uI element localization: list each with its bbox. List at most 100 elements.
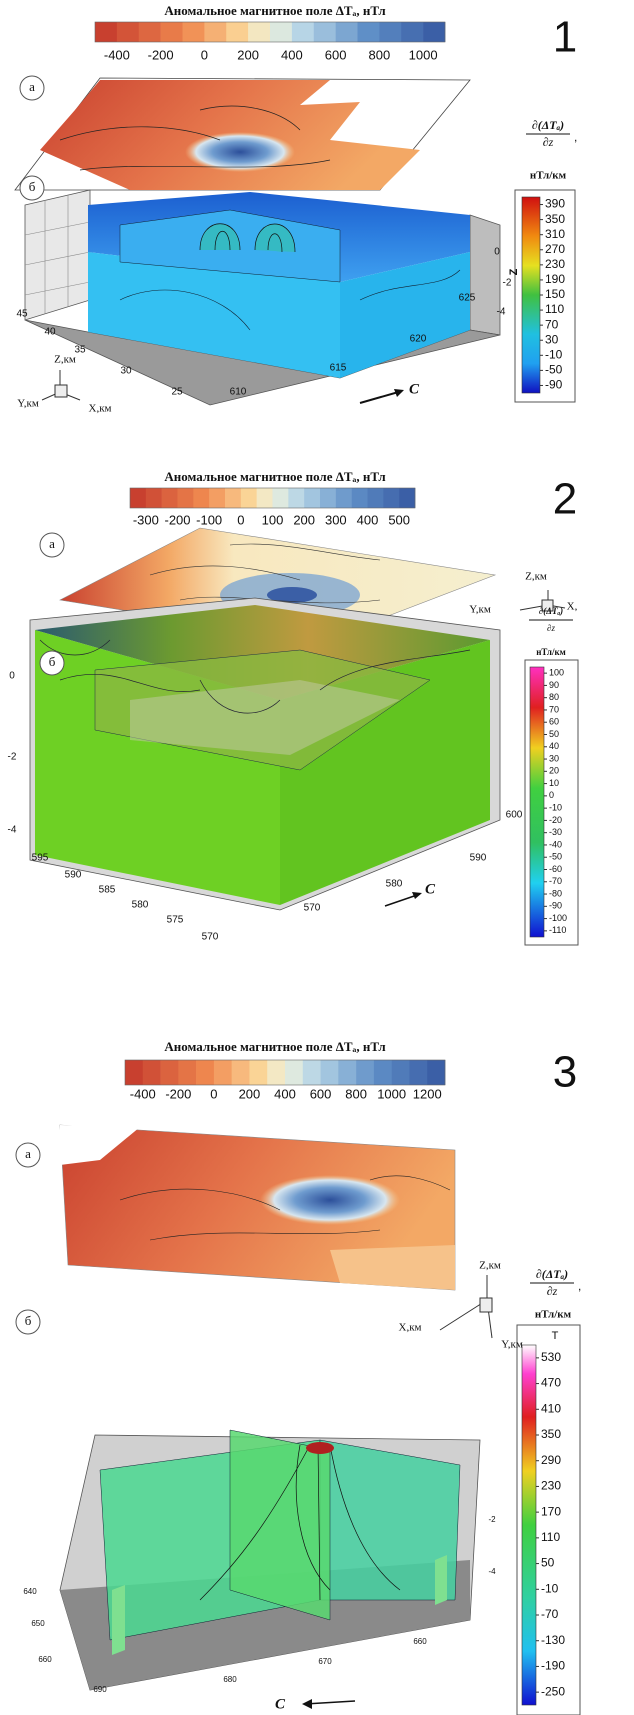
derivative-tick-label: 230 bbox=[545, 257, 565, 271]
scale-swatch bbox=[356, 1060, 374, 1085]
scale-swatch bbox=[143, 1060, 161, 1085]
y-tick-label: 650 bbox=[31, 1619, 45, 1628]
scale-tick-label: -200 bbox=[164, 512, 190, 527]
derivative-tick-label: 350 bbox=[545, 212, 565, 226]
derivative-tick-label: 80 bbox=[549, 692, 559, 702]
derivative-tick-label: 10 bbox=[549, 778, 559, 788]
scale-tick-label: 800 bbox=[345, 1086, 367, 1101]
derivative-denominator: ∂z bbox=[547, 623, 555, 633]
z-axis-label: Z bbox=[508, 268, 520, 275]
y-tick-label: 585 bbox=[99, 885, 116, 896]
scale-swatch bbox=[314, 22, 336, 42]
x-tick-label: 625 bbox=[459, 293, 476, 304]
derivative-denominator: ∂z bbox=[547, 1284, 558, 1298]
scale-swatch bbox=[338, 1060, 356, 1085]
figure: Аномальное магнитное поле ΔTₐ, нТл1аб-40… bbox=[0, 0, 634, 1715]
scale-swatch bbox=[139, 22, 161, 42]
derivative-tick-label: 290 bbox=[541, 1453, 561, 1467]
triad-label: X, bbox=[567, 601, 578, 613]
scale-swatch bbox=[226, 22, 248, 42]
subpanel-label: б bbox=[49, 654, 56, 669]
scale-swatch bbox=[358, 22, 380, 42]
triad-label: Z,км bbox=[54, 354, 76, 366]
derivative-bar bbox=[522, 1345, 536, 1705]
y-tick-label: 590 bbox=[65, 870, 82, 881]
derivative-unit: нТл/км bbox=[530, 170, 567, 182]
z-tick-label: -2 bbox=[8, 752, 17, 763]
scale-tick-label: -200 bbox=[165, 1086, 191, 1101]
derivative-tick-label: 170 bbox=[541, 1504, 561, 1518]
x-tick-label: 580 bbox=[386, 879, 403, 890]
y-tick-label: 595 bbox=[32, 853, 49, 864]
derivative-tick-label: -130 bbox=[541, 1633, 565, 1647]
derivative-tick-label: -30 bbox=[549, 827, 562, 837]
derivative-tick-label: 50 bbox=[549, 729, 559, 739]
scale-tick-label: 500 bbox=[388, 512, 410, 527]
scale-swatch bbox=[225, 488, 241, 508]
y-tick-label: 30 bbox=[120, 366, 132, 377]
scale-swatch bbox=[146, 488, 162, 508]
scale-swatch bbox=[401, 22, 423, 42]
derivative-tick-label: 70 bbox=[545, 317, 559, 331]
derivative-suffix: , bbox=[578, 1279, 581, 1293]
z-tick-label: -2 bbox=[503, 278, 512, 289]
triad-label: X,км bbox=[89, 403, 112, 415]
direction-label: C bbox=[409, 381, 420, 397]
derivative-tick-label: -10 bbox=[541, 1581, 559, 1595]
z-tick-label: 0 bbox=[9, 671, 15, 682]
y-tick-label: 660 bbox=[38, 1655, 52, 1664]
derivative-tick-label: 410 bbox=[541, 1401, 561, 1415]
scale-swatch bbox=[399, 488, 415, 508]
scale-swatch bbox=[336, 488, 352, 508]
scale-tick-label: -200 bbox=[148, 47, 174, 62]
y-tick-label: 35 bbox=[74, 345, 86, 356]
scale-tick-label: 600 bbox=[325, 47, 347, 62]
panel-number: 2 bbox=[553, 475, 577, 524]
scale-tick-label: 0 bbox=[237, 512, 244, 527]
scale-swatch bbox=[130, 488, 146, 508]
scale-swatch bbox=[257, 488, 273, 508]
z-tick-label: -4 bbox=[488, 1567, 496, 1576]
y-tick-label: 580 bbox=[132, 900, 149, 911]
scale-swatch bbox=[288, 488, 304, 508]
scale-tick-label: 400 bbox=[357, 512, 379, 527]
scale-tick-label: 0 bbox=[210, 1086, 217, 1101]
derivative-tick-label: 310 bbox=[545, 227, 565, 241]
derivative-tick-label: 30 bbox=[545, 332, 559, 346]
derivative-numerator: ∂(ΔTₐ) bbox=[539, 606, 563, 616]
scale-swatch bbox=[178, 488, 194, 508]
scale-swatch bbox=[125, 1060, 143, 1085]
panel-3-art bbox=[60, 1125, 492, 1709]
triad-label: X,км bbox=[399, 1322, 422, 1334]
scale-tick-label: 200 bbox=[293, 512, 315, 527]
derivative-tick-label: 230 bbox=[541, 1479, 561, 1493]
derivative-numerator: ∂(ΔTₐ) bbox=[532, 118, 564, 132]
y-tick-label: 570 bbox=[202, 932, 219, 943]
derivative-numerator: ∂(ΔTₐ) bbox=[536, 1267, 568, 1281]
scale-swatch bbox=[423, 22, 445, 42]
scale-tick-label: 1000 bbox=[409, 47, 438, 62]
scale-tick-label: 800 bbox=[369, 47, 391, 62]
derivative-tick-label: -110 bbox=[549, 925, 566, 935]
derivative-tick-label: 190 bbox=[545, 272, 565, 286]
derivative-tick-label: -70 bbox=[541, 1607, 559, 1621]
scale-swatch bbox=[383, 488, 399, 508]
scale-swatch bbox=[196, 1060, 214, 1085]
panel-number: 3 bbox=[553, 1048, 577, 1097]
derivative-bar bbox=[530, 667, 544, 937]
scale-swatch bbox=[193, 488, 209, 508]
scale-swatch bbox=[321, 1060, 339, 1085]
derivative-tick-label: -10 bbox=[549, 803, 562, 813]
derivative-header: T bbox=[552, 1330, 559, 1342]
derivative-tick-label: 60 bbox=[549, 717, 559, 727]
derivative-bar bbox=[522, 197, 540, 393]
derivative-tick-label: 0 bbox=[549, 790, 554, 800]
scale-swatch bbox=[409, 1060, 427, 1085]
scale-swatch bbox=[161, 1060, 179, 1085]
direction-label: C bbox=[425, 881, 436, 897]
scale-tick-label: 1000 bbox=[377, 1086, 406, 1101]
scale-swatch bbox=[161, 22, 183, 42]
scale-tick-label: -400 bbox=[104, 47, 130, 62]
derivative-tick-label: 20 bbox=[549, 766, 559, 776]
scale-swatch bbox=[273, 488, 289, 508]
